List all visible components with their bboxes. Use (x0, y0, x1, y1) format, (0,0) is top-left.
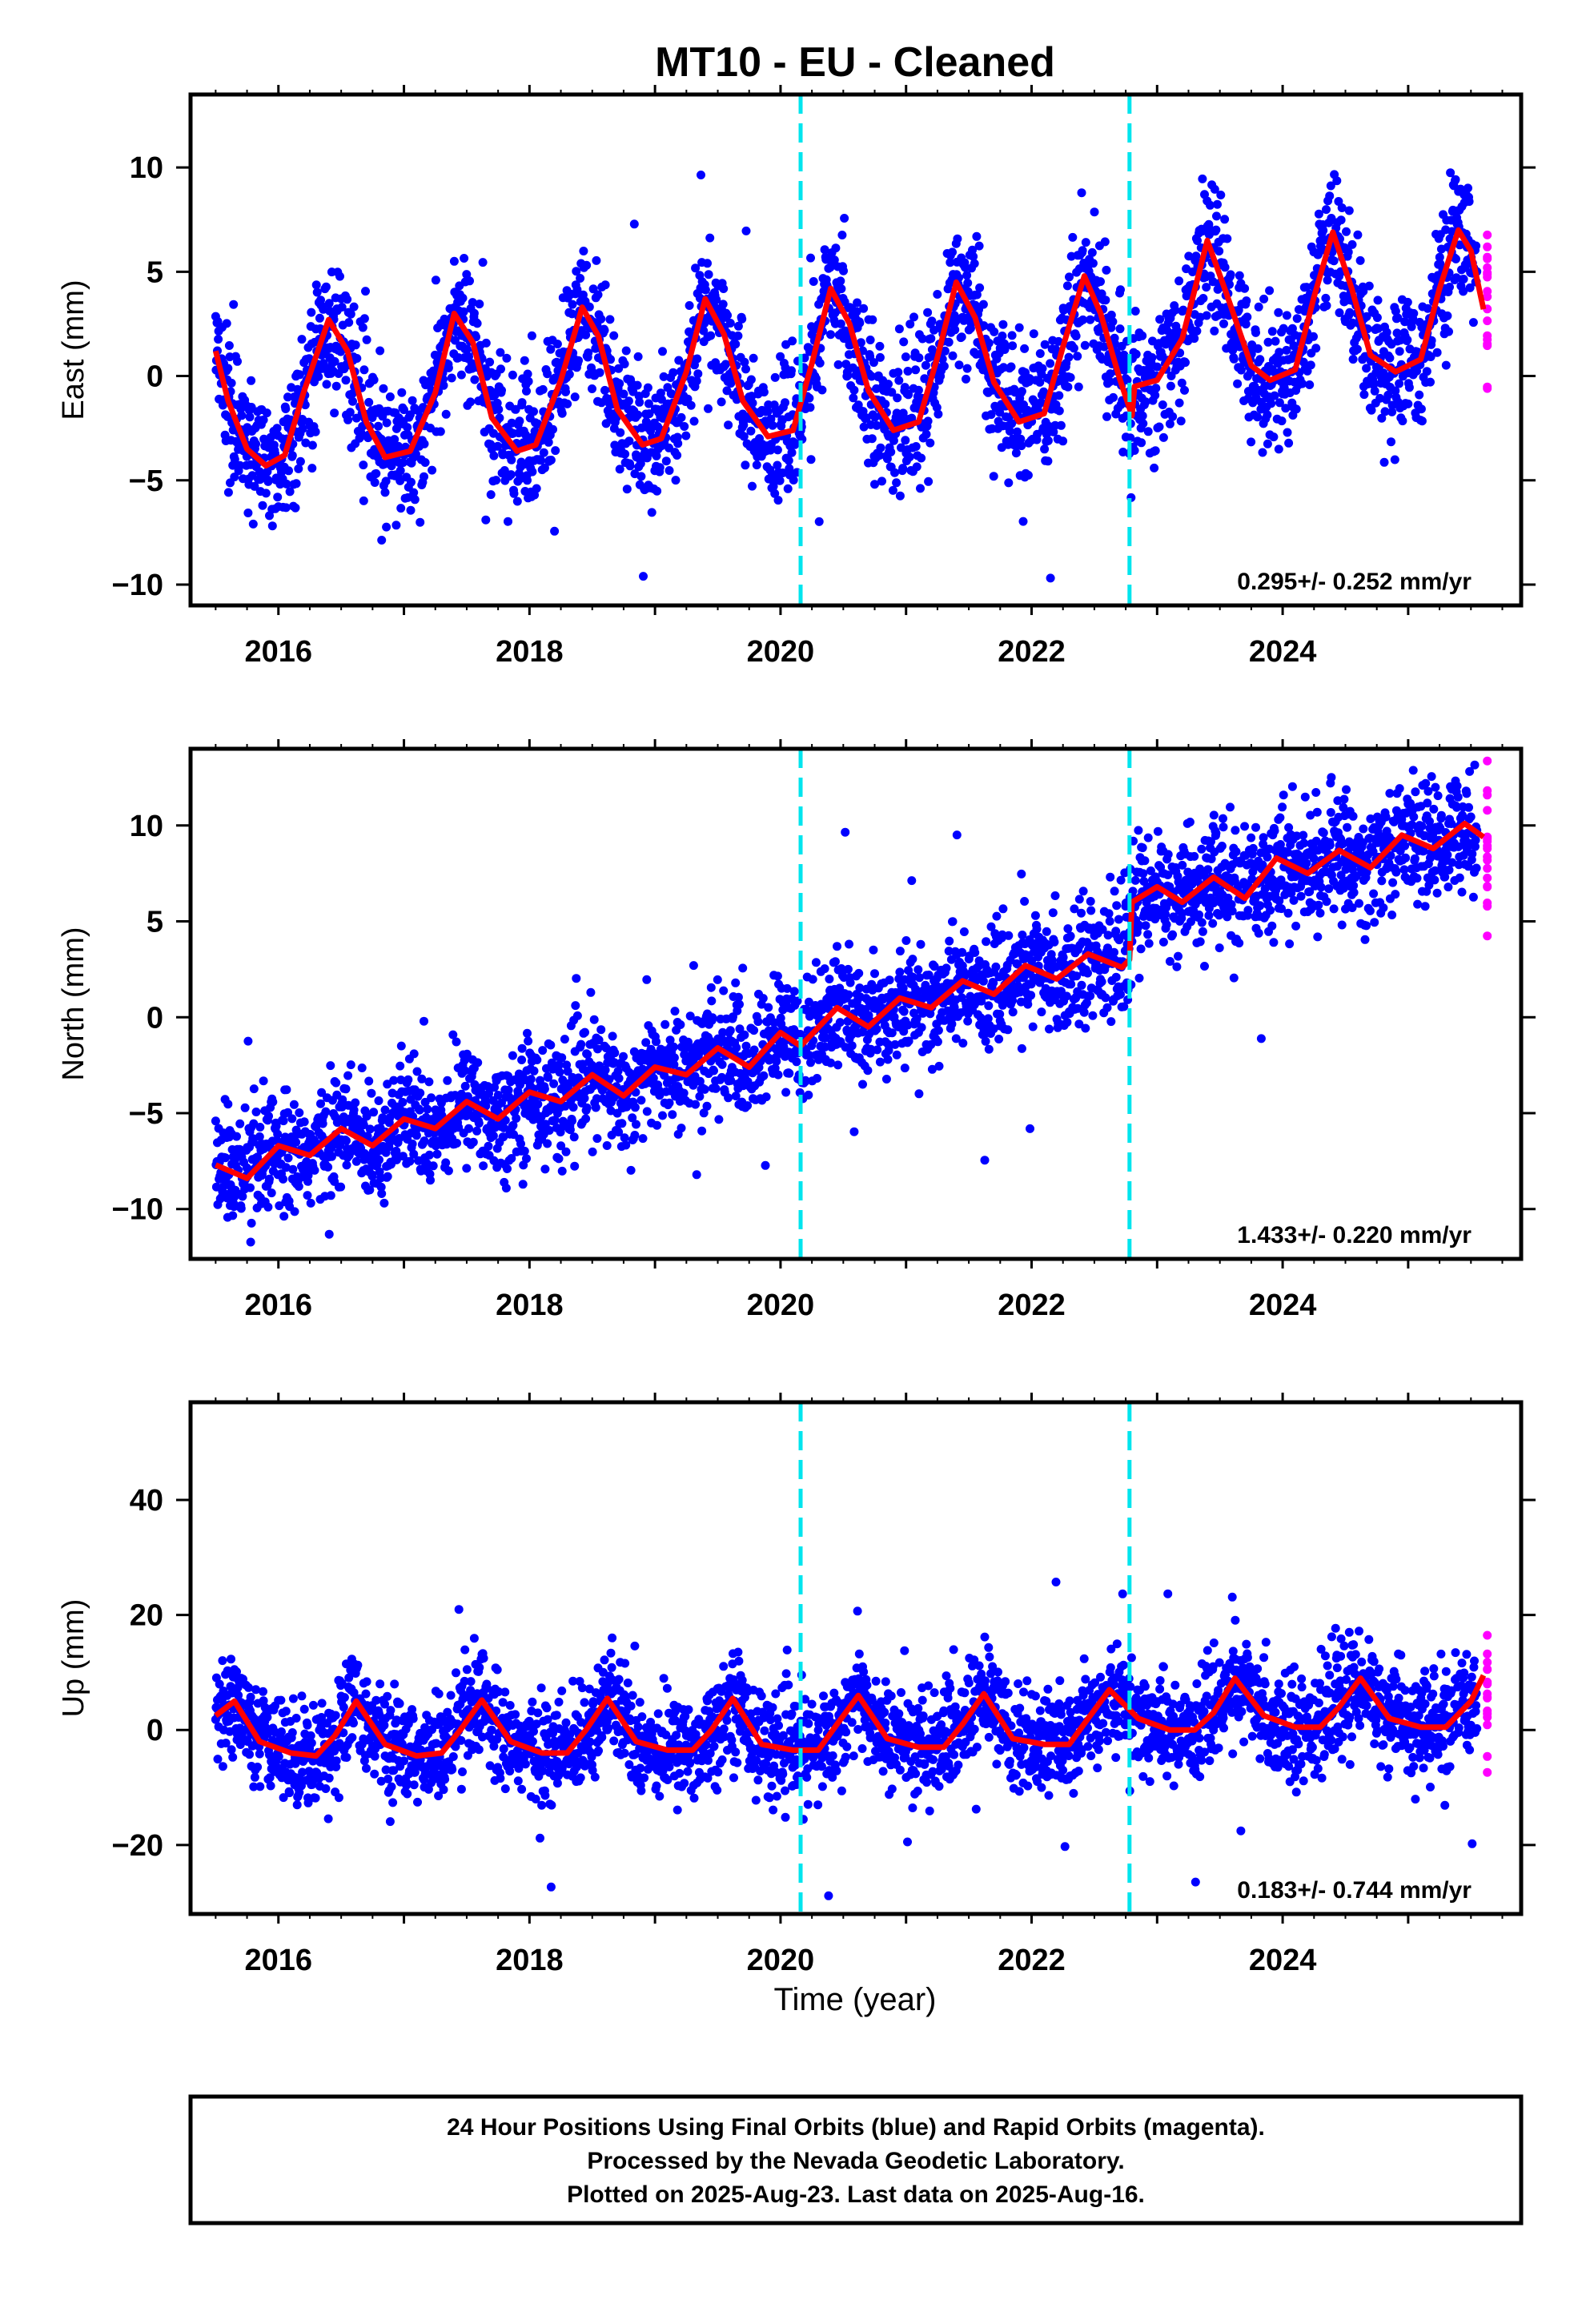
footer-line-1: 24 Hour Positions Using Final Orbits (bl… (447, 2114, 1265, 2141)
x-tick-label: 2024 (1249, 1289, 1317, 1322)
footer-box (188, 2094, 1524, 2225)
model-fit-line (214, 1674, 1487, 1759)
chart-title: MT10 - EU - Cleaned (655, 39, 1055, 86)
final-orbit-points (211, 760, 1482, 1247)
y-axis-label: North (mm) (57, 927, 90, 1080)
y-axis-label: East (mm) (57, 279, 90, 420)
panel-0: 2016 2018 2020 2022 2024 −10 −5 0 5 10 East (mm) 0.… (57, 85, 1536, 669)
x-tick-label: 2022 (998, 1289, 1066, 1322)
model-fit-line (215, 820, 1486, 1181)
x-tick-label: 2016 (244, 1944, 312, 1977)
panel-2: 2016 2018 2020 2022 2024 −20 0 20 40 Up (mm) 0.183… (57, 1393, 1536, 1977)
y-tick-label: 10 (130, 151, 163, 185)
footer-line-2: Processed by the Nevada Geodetic Laborat… (587, 2148, 1124, 2174)
model-fit-line (213, 227, 1487, 468)
y-tick-label: −10 (112, 1193, 163, 1227)
x-tick-label: 2018 (496, 1289, 564, 1322)
x-tick-label: 2020 (747, 1289, 815, 1322)
panel-1: 2016 2018 2020 2022 2024 −10 −5 0 5 10 North (mm) 1… (57, 739, 1536, 1322)
x-tick-label: 2016 (244, 635, 312, 669)
plot-area (211, 168, 1492, 583)
y-axis-label: Up (mm) (57, 1599, 90, 1718)
y-tick-label: 0 (147, 1714, 163, 1747)
y-tick-label: 20 (130, 1599, 163, 1633)
x-tick-label: 2018 (496, 1944, 564, 1977)
y-tick-label: −10 (112, 569, 163, 602)
x-tick-label: 2024 (1249, 635, 1317, 669)
panel-frame (188, 1400, 1524, 1916)
x-axis-label: Time (year) (774, 1982, 937, 2017)
x-tick-label: 2022 (998, 1944, 1066, 1977)
footer-line-3: Plotted on 2025-Aug-23. Last data on 202… (567, 2181, 1145, 2208)
x-tick-label: 2018 (496, 635, 564, 669)
y-tick-label: 5 (147, 906, 163, 939)
y-tick-label: −5 (129, 1097, 163, 1131)
rate-label: 0.183+/- 0.744 mm/yr (1237, 1877, 1472, 1904)
y-tick-label: −20 (112, 1829, 163, 1863)
rate-label: 1.433+/- 0.220 mm/yr (1237, 1222, 1472, 1248)
y-tick-label: 0 (147, 1001, 163, 1035)
x-tick-label: 2020 (747, 635, 815, 669)
y-tick-label: −5 (129, 464, 163, 498)
final-orbit-points (211, 1578, 1482, 1914)
y-tick-label: 40 (130, 1484, 163, 1518)
panel-frame (188, 746, 1524, 1261)
rate-label: 0.295+/- 0.252 mm/yr (1237, 569, 1472, 595)
plot-area (211, 756, 1492, 1247)
x-tick-label: 2020 (747, 1944, 815, 1977)
plot-area (211, 1578, 1492, 1914)
y-tick-label: 0 (147, 360, 163, 394)
x-tick-label: 2016 (244, 1289, 312, 1322)
y-tick-label: 10 (130, 810, 163, 843)
x-tick-label: 2022 (998, 635, 1066, 669)
y-tick-label: 5 (147, 255, 163, 289)
x-tick-label: 2024 (1249, 1944, 1317, 1977)
final-orbit-points (211, 168, 1482, 583)
panel-frame (188, 92, 1524, 608)
